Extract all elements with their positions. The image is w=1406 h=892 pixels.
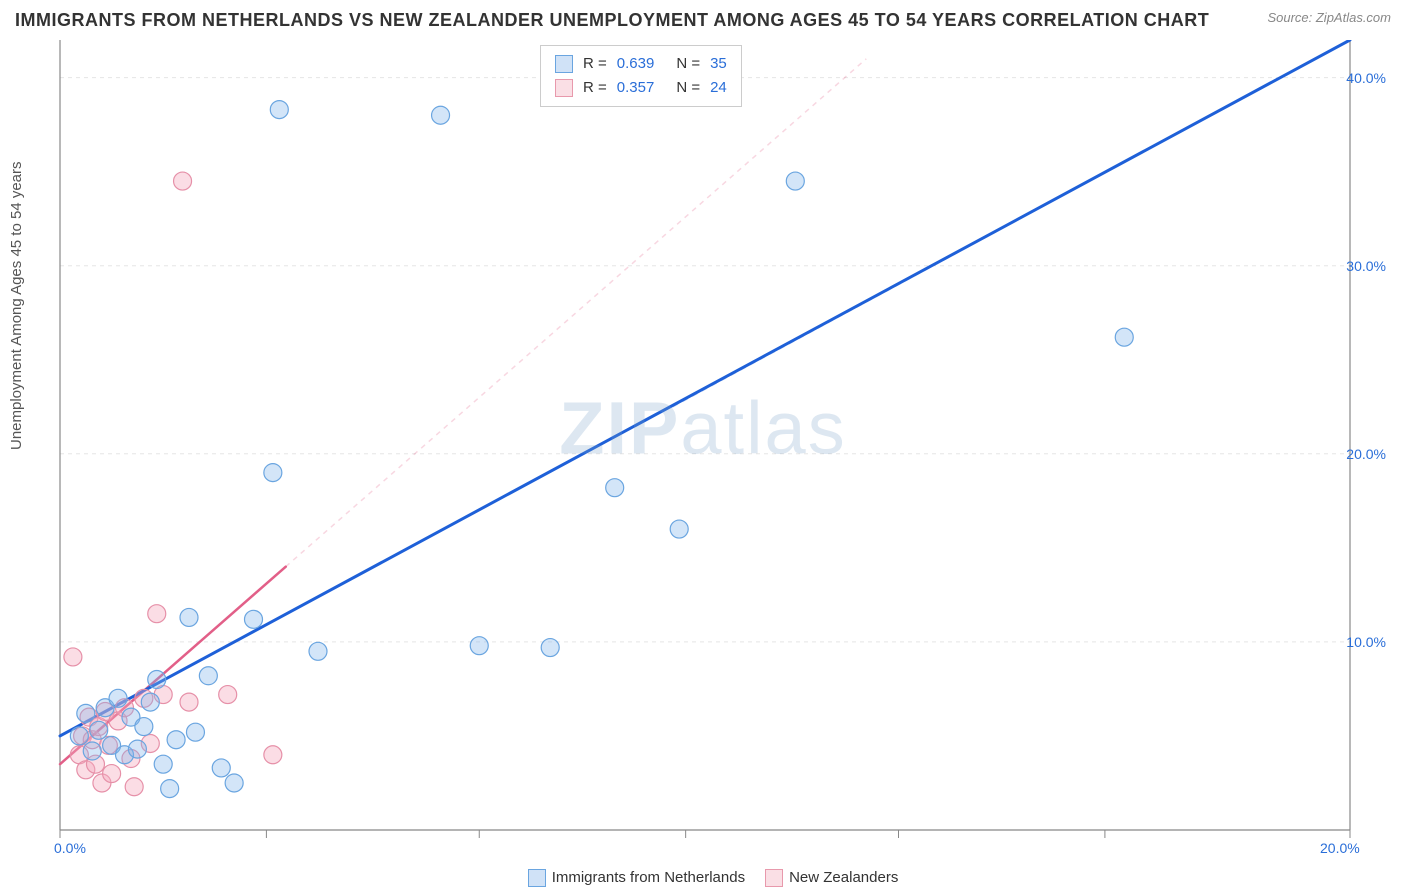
y-tick-label: 20.0% bbox=[1346, 446, 1386, 462]
x-tick-label: 0.0% bbox=[54, 840, 86, 856]
y-axis-label: Unemployment Among Ages 45 to 54 years bbox=[8, 161, 25, 450]
correlation-legend: R =0.639N =35R =0.357N =24 bbox=[540, 45, 742, 107]
legend-row: R =0.639N =35 bbox=[555, 52, 727, 76]
y-tick-label: 10.0% bbox=[1346, 634, 1386, 650]
pink-swatch bbox=[555, 79, 573, 97]
legend-label: New Zealanders bbox=[789, 869, 898, 886]
chart-title: IMMIGRANTS FROM NETHERLANDS VS NEW ZEALA… bbox=[15, 10, 1209, 31]
legend-row: R =0.357N =24 bbox=[555, 76, 727, 100]
legend-label: Immigrants from Netherlands bbox=[552, 869, 745, 886]
blue-swatch bbox=[555, 55, 573, 73]
y-tick-label: 30.0% bbox=[1346, 258, 1386, 274]
y-tick-label: 40.0% bbox=[1346, 70, 1386, 86]
series-legend: Immigrants from Netherlands New Zealander… bbox=[0, 869, 1406, 887]
source-attribution: Source: ZipAtlas.com bbox=[1267, 10, 1391, 25]
x-tick-label: 20.0% bbox=[1320, 840, 1360, 856]
blue-swatch bbox=[528, 869, 546, 887]
scatter-plot bbox=[50, 40, 1390, 850]
pink-swatch bbox=[765, 869, 783, 887]
